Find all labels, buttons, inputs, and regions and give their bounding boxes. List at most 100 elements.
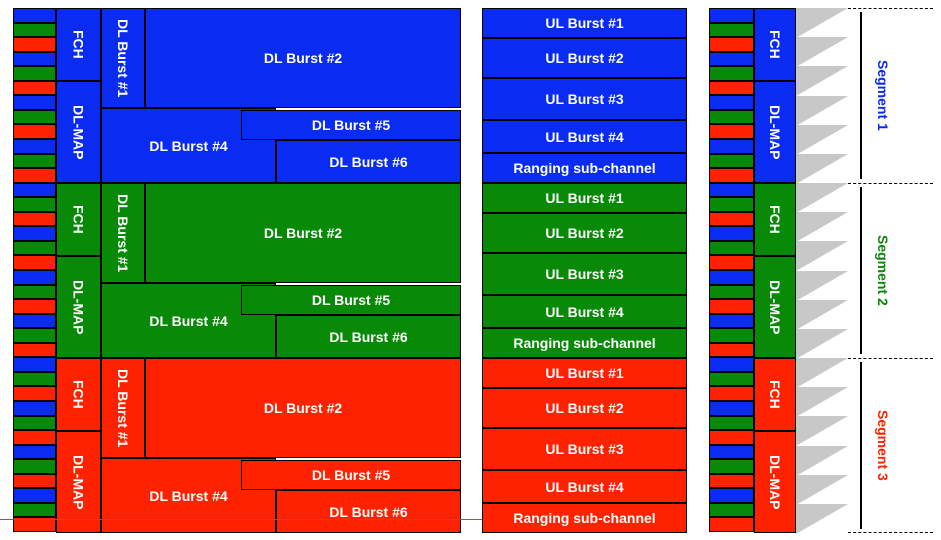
sawtooth-shape xyxy=(796,212,848,243)
seg1-dl-burst-2: DL Burst #2 xyxy=(145,8,461,108)
subcarrier-strip xyxy=(13,459,56,474)
seg3-dl-burst-6-label: DL Burst #6 xyxy=(329,503,408,520)
sawtooth-shape xyxy=(796,299,848,330)
seg2-right-fch: FCH xyxy=(754,183,796,256)
subcarrier-strip xyxy=(13,502,56,518)
segment-label: Segment 2 xyxy=(875,235,891,306)
subcarrier-strip xyxy=(709,430,754,445)
seg2-ul-burst-1-label: UL Burst #1 xyxy=(545,190,624,206)
subcarrier-strip xyxy=(13,109,56,125)
subcarrier-strip xyxy=(13,328,56,343)
seg3-dl-burst-6: DL Burst #6 xyxy=(276,490,461,533)
subcarrier-strip xyxy=(13,51,56,67)
seg1-ranging-subchannel-label: Ranging sub-channel xyxy=(513,160,656,176)
subcarrier-strip xyxy=(709,342,754,358)
subcarrier-strip xyxy=(13,37,56,52)
seg1-ul-burst-1: UL Burst #1 xyxy=(482,8,687,38)
seg3-right-dlmap: DL-MAP xyxy=(754,431,796,533)
segment-label: Segment 3 xyxy=(875,410,891,481)
subcarrier-strip xyxy=(13,124,56,139)
seg1-right-fch-label: FCH xyxy=(767,30,783,59)
subcarrier-strip xyxy=(709,488,754,503)
sawtooth-shape xyxy=(796,66,848,97)
subcarrier-strip xyxy=(709,168,754,183)
sawtooth-shape xyxy=(796,183,848,213)
segment-arrow xyxy=(860,187,862,354)
subcarrier-strip xyxy=(709,139,754,154)
seg2-fch: FCH xyxy=(56,183,101,256)
seg3-right-fch-label: FCH xyxy=(767,380,783,409)
seg2-right-fch-label: FCH xyxy=(767,205,783,234)
seg2-ul-burst-2-label: UL Burst #2 xyxy=(545,225,624,241)
seg2-dl-burst-1-label: DL Burst #1 xyxy=(115,193,131,273)
seg3-ul-burst-3: UL Burst #3 xyxy=(482,428,687,470)
subcarrier-strip xyxy=(13,66,56,81)
seg3-fch: FCH xyxy=(56,358,101,431)
subcarrier-strip xyxy=(709,313,754,329)
segment-boundary-line xyxy=(848,8,933,9)
subcarrier-strip xyxy=(709,22,754,38)
seg2-ul-burst-3: UL Burst #3 xyxy=(482,253,687,295)
sawtooth-shape xyxy=(796,154,848,184)
subcarrier-strip xyxy=(13,299,56,314)
seg2-right-dlmap: DL-MAP xyxy=(754,256,796,358)
sawtooth-shape xyxy=(796,445,848,476)
subcarrier-strip xyxy=(13,8,56,23)
subcarrier-strip xyxy=(709,371,754,387)
subcarrier-strip xyxy=(13,284,56,300)
seg1-dl-burst-1: DL Burst #1 xyxy=(101,8,145,108)
seg1-dlmap: DL-MAP xyxy=(56,81,101,183)
subcarrier-strip xyxy=(709,109,754,125)
seg2-ranging-subchannel: Ranging sub-channel xyxy=(482,328,687,358)
subcarrier-strip xyxy=(709,473,754,489)
sawtooth-shape xyxy=(796,416,848,447)
seg2-dl-burst-5: DL Burst #5 xyxy=(241,285,461,315)
seg3-ranging-subchannel-label: Ranging sub-channel xyxy=(513,510,656,526)
seg3-right-fch: FCH xyxy=(754,358,796,431)
seg3-dl-burst-4-label: DL Burst #4 xyxy=(149,487,228,504)
sawtooth-shape xyxy=(796,95,848,126)
subcarrier-strip xyxy=(13,22,56,38)
segment-label: Segment 1 xyxy=(875,60,891,131)
subcarrier-strip xyxy=(13,197,56,212)
subcarrier-strip xyxy=(709,386,754,401)
subcarrier-strip xyxy=(13,95,56,110)
seg1-dl-burst-5-label: DL Burst #5 xyxy=(311,117,391,133)
subcarrier-strip xyxy=(13,488,56,503)
seg1-ul-burst-4: UL Burst #4 xyxy=(482,120,687,153)
subcarrier-strip xyxy=(709,37,754,52)
subcarrier-strip xyxy=(13,430,56,445)
subcarrier-strip xyxy=(13,270,56,285)
seg1-dl-burst-6-label: DL Burst #6 xyxy=(329,153,408,170)
sawtooth-shape xyxy=(796,270,848,301)
sawtooth-shape xyxy=(796,241,848,272)
seg3-ranging-subchannel: Ranging sub-channel xyxy=(482,503,687,533)
subcarrier-strip xyxy=(709,124,754,139)
sawtooth-shape xyxy=(796,37,848,68)
seg1-ul-burst-2-label: UL Burst #2 xyxy=(545,50,624,66)
subcarrier-strip xyxy=(709,401,754,416)
seg1-ul-burst-2: UL Burst #2 xyxy=(482,38,687,78)
segment-arrow xyxy=(860,12,862,179)
subcarrier-strip xyxy=(13,255,56,270)
seg3-ul-burst-3-label: UL Burst #3 xyxy=(545,441,624,457)
subcarrier-strip xyxy=(709,459,754,474)
sawtooth-shape xyxy=(796,8,848,38)
subcarrier-strip xyxy=(13,182,56,198)
subcarrier-strip xyxy=(13,371,56,387)
subcarrier-strip xyxy=(709,415,754,431)
segment-boundary-line xyxy=(848,358,933,359)
seg3-dl-burst-1: DL Burst #1 xyxy=(101,358,145,458)
subcarrier-strip xyxy=(709,502,754,518)
subcarrier-strip xyxy=(709,255,754,270)
subcarrier-strip xyxy=(13,139,56,154)
seg1-dl-burst-2-label: DL Burst #2 xyxy=(263,50,343,66)
seg1-dlmap-label: DL-MAP xyxy=(70,104,87,160)
subcarrier-strip xyxy=(13,415,56,431)
seg3-right-dlmap-label: DL-MAP xyxy=(767,454,783,510)
seg1-ranging-subchannel: Ranging sub-channel xyxy=(482,153,687,183)
seg2-ul-burst-1: UL Burst #1 xyxy=(482,183,687,213)
seg2-dl-burst-2-label: DL Burst #2 xyxy=(263,225,343,241)
seg1-right-dlmap-label: DL-MAP xyxy=(767,104,783,160)
sawtooth-shape xyxy=(796,124,848,155)
